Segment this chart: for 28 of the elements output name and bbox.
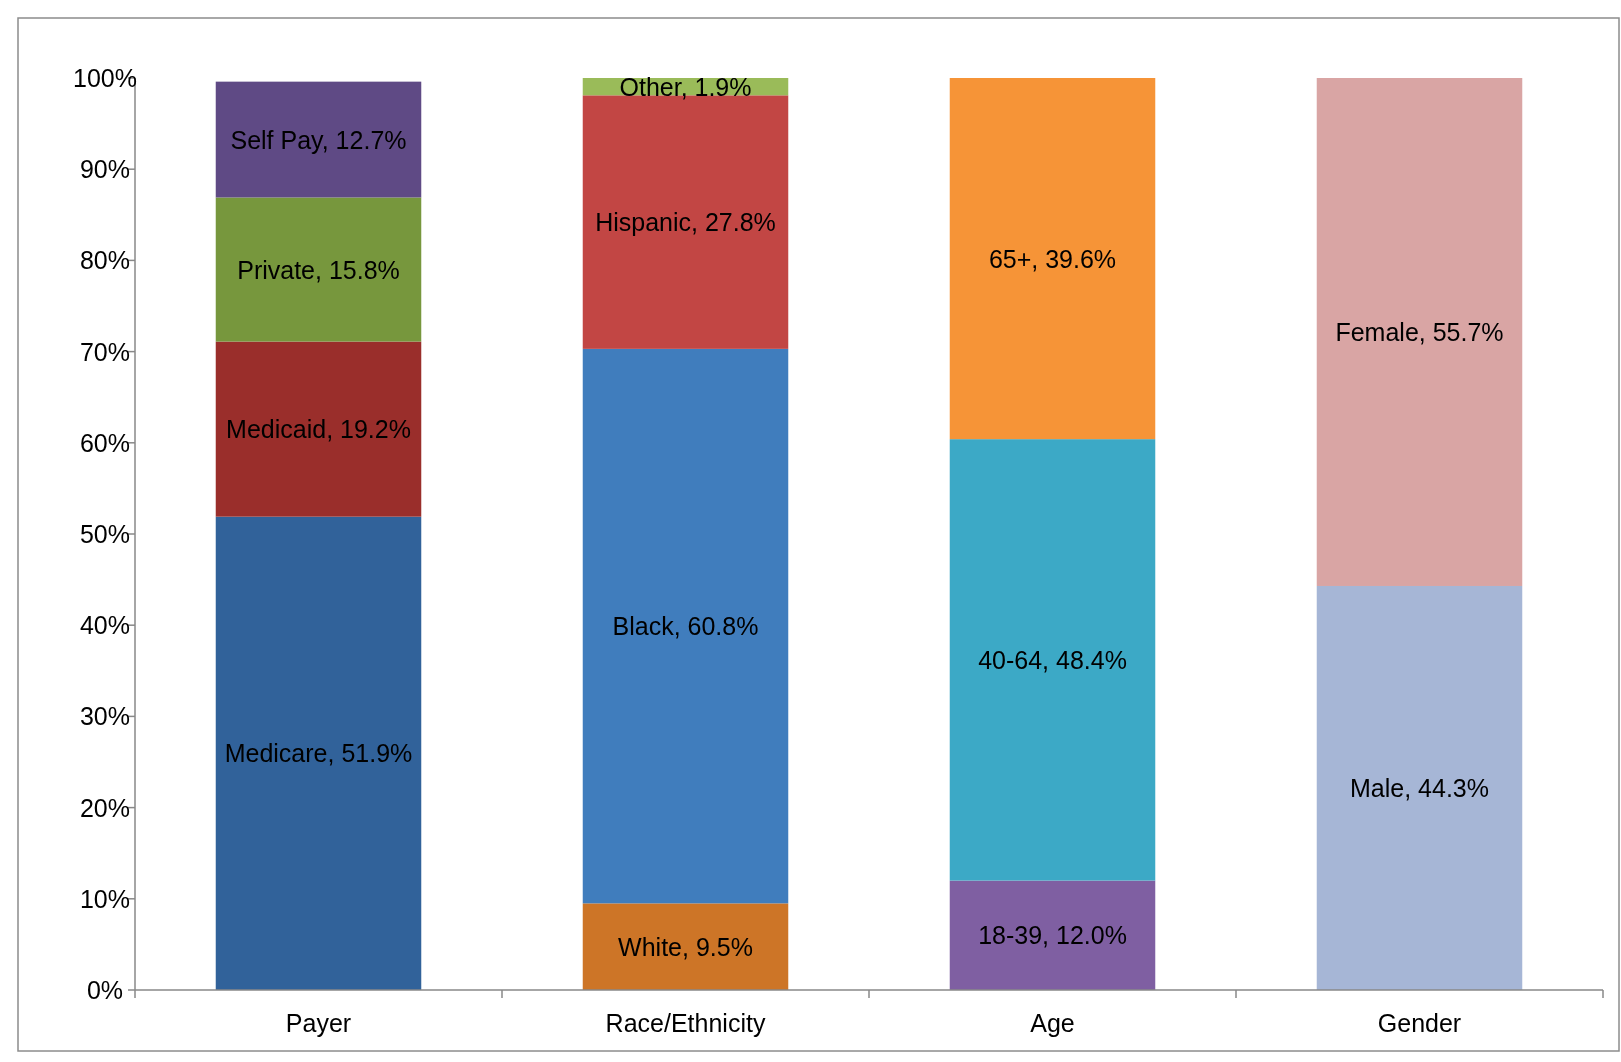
x-tick-label: Race/Ethnicity: [605, 1009, 766, 1037]
data-label: Black, 60.8%: [612, 612, 759, 641]
data-label: Medicaid, 19.2%: [226, 415, 411, 444]
y-tick-label: 70%: [79, 337, 131, 366]
y-tick-label: 40%: [79, 611, 131, 640]
data-label: 18-39, 12.0%: [978, 921, 1127, 950]
data-label: Hispanic, 27.8%: [595, 208, 776, 237]
data-label: Female, 55.7%: [1335, 317, 1504, 346]
data-label: Male, 44.3%: [1350, 773, 1489, 802]
y-tick-label: 0%: [86, 976, 124, 1004]
y-tick-label: 80%: [79, 246, 131, 275]
data-label: White, 9.5%: [618, 932, 753, 961]
data-label: Private, 15.8%: [237, 255, 400, 284]
y-tick-label: 50%: [79, 520, 131, 548]
y-tick-label: 30%: [79, 702, 131, 731]
data-label: 65+, 39.6%: [988, 244, 1117, 273]
y-tick-label: 10%: [79, 884, 131, 913]
data-label: Self Pay, 12.7%: [230, 125, 407, 154]
data-label: Medicare, 51.9%: [224, 739, 413, 768]
data-label: Other, 1.9%: [619, 72, 752, 101]
x-tick-label: Gender: [1377, 1009, 1462, 1037]
y-tick-label: 100%: [73, 64, 137, 92]
y-tick-label: 60%: [79, 428, 131, 457]
x-tick-label: Payer: [285, 1009, 352, 1037]
data-label: 40-64, 48.4%: [978, 645, 1127, 674]
x-tick-label: Age: [1030, 1009, 1075, 1037]
y-tick-label: 20%: [79, 793, 131, 822]
y-tick-label: 90%: [79, 155, 131, 184]
